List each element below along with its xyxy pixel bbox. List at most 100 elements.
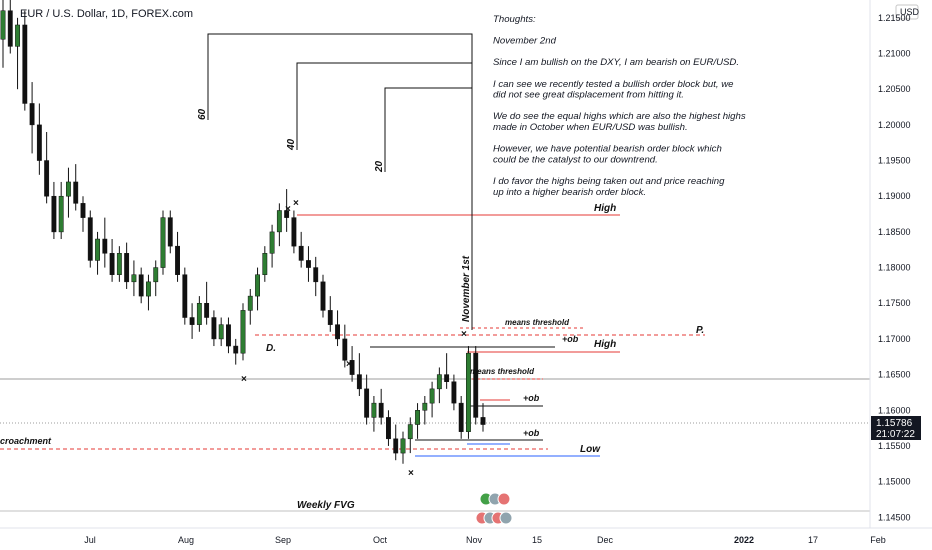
candle-body — [0, 10, 6, 40]
candle-body — [342, 338, 348, 361]
candle-body — [95, 238, 100, 261]
y-tick-label: 1.14500 — [878, 512, 911, 522]
y-tick-label: 1.15000 — [878, 477, 911, 487]
cycle-40-label: 40 — [286, 138, 297, 151]
event-icon — [499, 511, 513, 525]
candle-body — [327, 310, 333, 325]
candles — [0, 0, 486, 464]
y-tick-label: 1.21500 — [878, 13, 911, 23]
candle-body — [189, 317, 195, 325]
candle-body — [284, 210, 290, 218]
last-price-badge: 1.15786 21:07:22 — [871, 416, 921, 440]
candle-body — [436, 374, 442, 390]
candle-body — [291, 217, 297, 247]
x-tick-label: Nov — [466, 535, 483, 545]
y-tick-label: 1.18000 — [878, 263, 911, 273]
candle-body — [480, 417, 486, 425]
candle-body — [458, 402, 464, 432]
candle-body — [29, 103, 35, 126]
candle-body — [196, 302, 202, 325]
last-price-value: 1.15786 — [876, 418, 913, 429]
candle-body — [58, 195, 64, 233]
candle-body — [138, 274, 144, 297]
x-tick-label: 17 — [808, 535, 818, 545]
candle-body — [378, 402, 384, 418]
candle-body — [466, 352, 471, 432]
annotation-labels: High High Low means threshold means thre… — [0, 108, 704, 511]
candle-body — [429, 388, 435, 404]
x-tick-label: 2022 — [734, 535, 754, 545]
candle-body — [167, 217, 173, 247]
cycle-60-label: 60 — [197, 108, 208, 120]
y-tick-label: 1.18500 — [878, 227, 911, 237]
candle-body — [233, 345, 239, 354]
y-tick-label: 1.16000 — [878, 405, 911, 415]
cycle-60-bracket — [207, 33, 473, 330]
note-line: Thoughts: — [493, 14, 536, 25]
candle-body — [255, 274, 260, 297]
low-label: Low — [580, 444, 601, 455]
candle-body — [160, 217, 166, 268]
candle-body — [175, 245, 180, 275]
x-tick-label: Dec — [597, 535, 614, 545]
candle-body — [73, 181, 79, 204]
candle-body — [320, 281, 326, 311]
x-tick-label: 15 — [532, 535, 542, 545]
candle-body — [247, 295, 253, 311]
note-line: could be the catalyst to our downtrend. — [493, 154, 658, 165]
candle-body — [386, 417, 391, 440]
candle-body — [102, 238, 108, 254]
x-tick-label: Jul — [84, 535, 96, 545]
note-line: made in October when EUR/USD was bullish… — [493, 122, 688, 133]
candle-body — [400, 438, 406, 454]
candle-body — [298, 245, 304, 261]
x-tick-label: Aug — [178, 535, 194, 545]
candle-body — [182, 274, 188, 318]
high-label-top: High — [594, 203, 616, 214]
november-1st-label: November 1st — [461, 255, 472, 322]
d-label: D. — [266, 343, 276, 354]
candle-body — [36, 124, 42, 161]
y-tick-label: 1.20000 — [878, 120, 911, 130]
candle-body — [204, 302, 210, 318]
drawings — [0, 33, 870, 512]
candle-body — [66, 181, 71, 197]
note-line: November 2nd — [493, 36, 557, 47]
high-label-mid: High — [594, 339, 616, 350]
means-threshold-label-mid: means threshold — [470, 367, 535, 376]
y-tick-label: 1.17000 — [878, 334, 911, 344]
candle-body — [109, 253, 115, 275]
x-marker: × — [285, 204, 291, 215]
candle-body — [269, 231, 275, 254]
y-tick-label: 1.21000 — [878, 49, 911, 59]
candle-body — [218, 324, 224, 340]
last-price-box — [871, 416, 921, 440]
means-threshold-label-top: means threshold — [505, 318, 570, 327]
chart-title: EUR / U.S. Dollar, 1D, FOREX.com — [20, 8, 193, 20]
candle-countdown: 21:07:22 — [876, 429, 915, 440]
x-tick-label: Feb — [870, 535, 886, 545]
candle-body — [393, 438, 399, 454]
candle-body — [153, 267, 159, 283]
x-tick-label: Oct — [373, 535, 388, 545]
cycle-40-bracket — [296, 62, 472, 150]
candle-body — [116, 253, 122, 275]
candle-body — [15, 24, 20, 47]
candle-body — [226, 324, 231, 347]
x-marker: × — [408, 468, 414, 479]
candle-body — [364, 388, 370, 418]
candle-body — [444, 374, 450, 382]
currency-label-box — [895, 4, 919, 20]
thoughts-note: Thoughts: November 2nd Since I am bullish … — [493, 14, 746, 198]
cycle-20-bracket — [384, 87, 472, 172]
note-line: I do favor the highs being taken out and… — [493, 176, 725, 187]
encroachment-label: croachment — [0, 436, 52, 446]
ob-label-mid: +ob — [523, 393, 540, 403]
weekly-fvg-label: Weekly FVG — [297, 500, 355, 511]
candle-body — [124, 253, 130, 283]
price-axis: USD 1.21500 1.21000 1.20500 1.20000 1.19500 1… — [869, 0, 920, 528]
candle-body — [7, 10, 13, 47]
candle-body — [146, 281, 151, 297]
candle-body — [51, 195, 57, 233]
